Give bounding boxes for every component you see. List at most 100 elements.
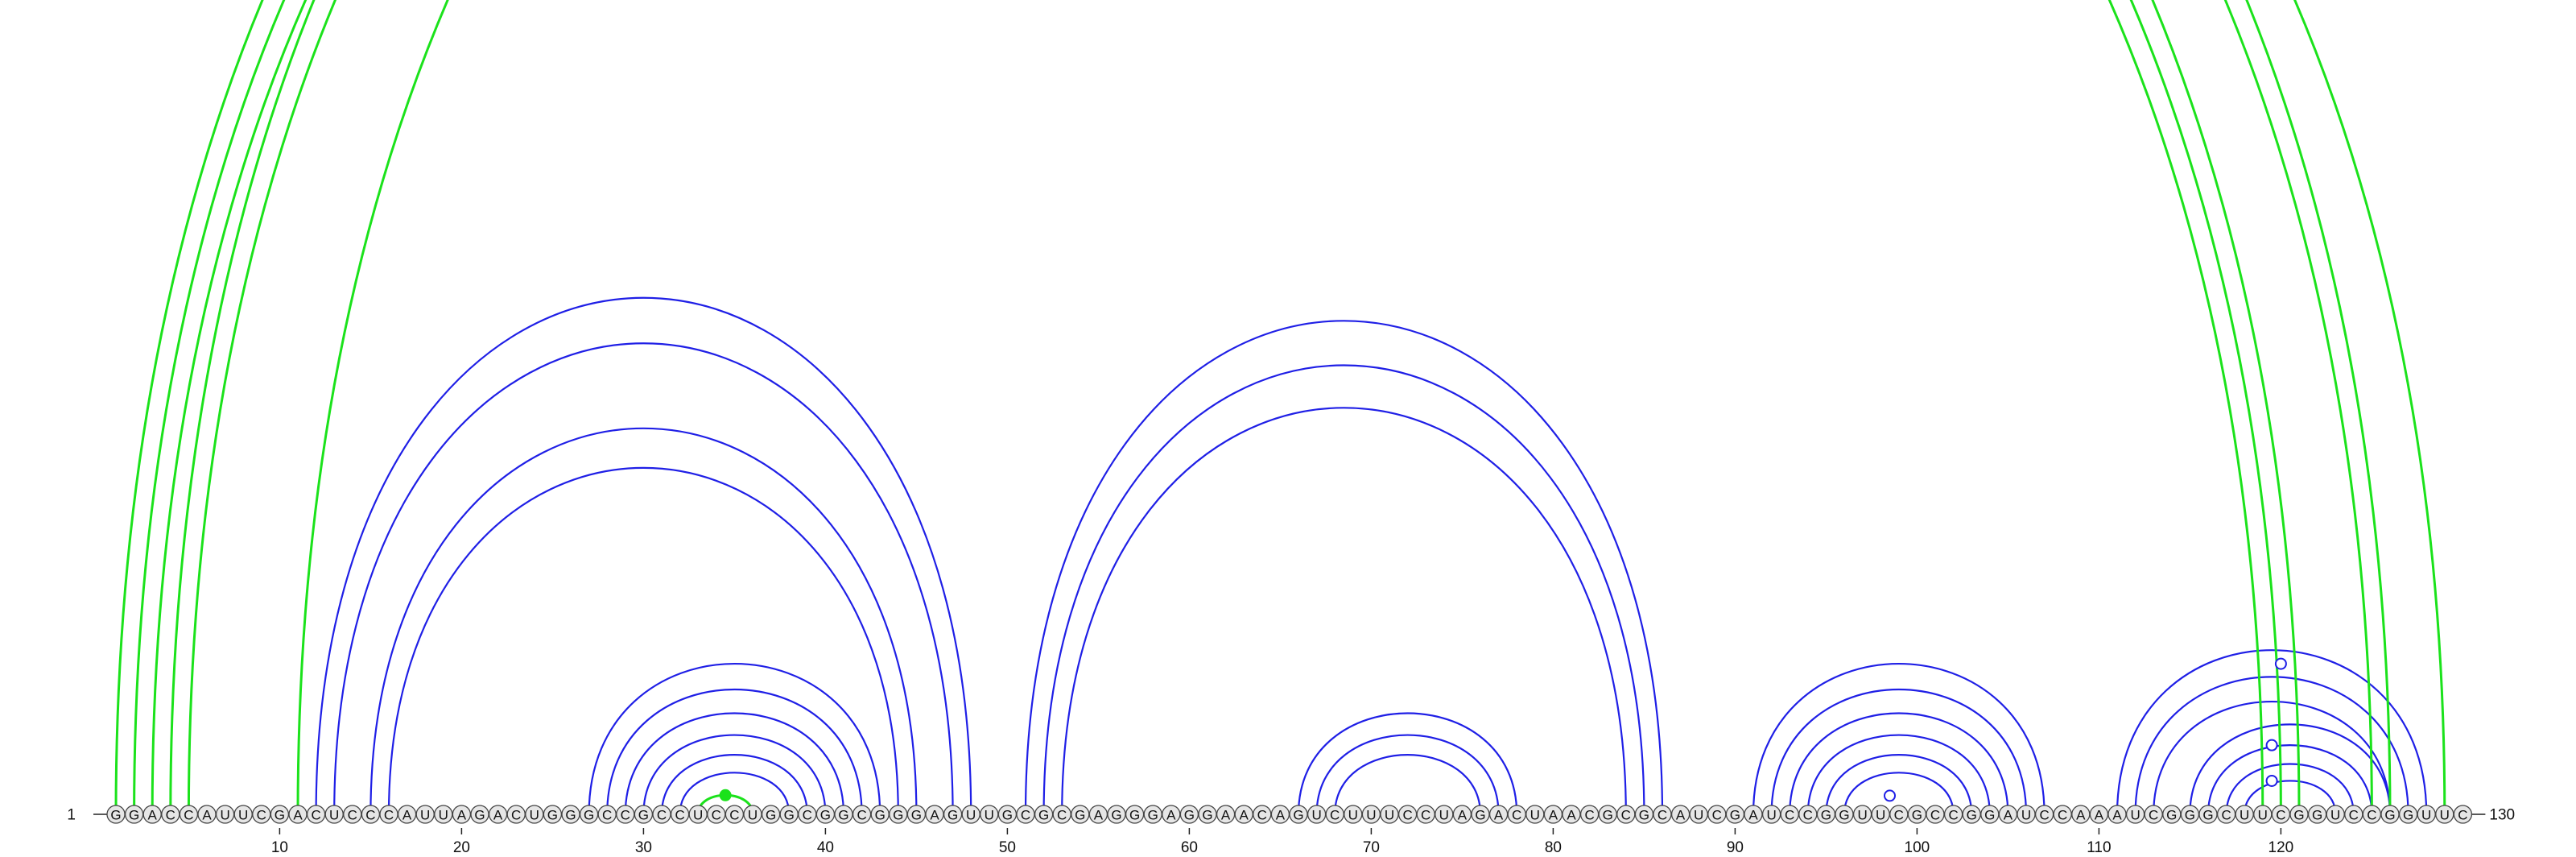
nucleotide-letter: A <box>493 808 503 823</box>
nucleotide-letter: U <box>2130 808 2140 823</box>
nucleotide-letter: C <box>675 808 684 823</box>
nucleotide-letter: U <box>329 808 339 823</box>
nucleotide-letter: G <box>1839 808 1849 823</box>
arc-markers <box>719 657 2287 802</box>
nucleotide-letter: U <box>2258 808 2268 823</box>
nucleotide-letter: G <box>129 808 139 823</box>
nucleotide-letter: G <box>565 808 576 823</box>
nucleotide-letter: U <box>966 808 976 823</box>
nucleotide-letter: G <box>275 808 285 823</box>
nucleotide-letter: U <box>2421 808 2431 823</box>
pair-marker-icon <box>719 789 732 801</box>
blue-pair-arc <box>1297 712 1518 815</box>
nucleotide-letter: C <box>311 808 320 823</box>
nucleotide-letter: C <box>1257 808 1267 823</box>
nucleotide-letter: G <box>1075 808 1085 823</box>
blue-pair-arc <box>2116 649 2428 815</box>
nucleotide-letter: G <box>911 808 922 823</box>
blue-pair-arc <box>606 688 863 815</box>
nucleotide-letter: U <box>1876 808 1885 823</box>
nucleotide-letter: G <box>1148 808 1158 823</box>
nucleotide-letter: A <box>148 808 158 823</box>
nucleotide-letter: C <box>1021 808 1030 823</box>
nucleotide-letter: A <box>1221 808 1231 823</box>
nucleotide-letter: G <box>2293 808 2304 823</box>
nucleotide-letter: G <box>474 808 485 823</box>
nucleotide-letter: U <box>1385 808 1394 823</box>
nucleotide-letter: U <box>1366 808 1376 823</box>
nucleotide-letter: G <box>2384 808 2395 823</box>
nucleotide-letter: C <box>2349 808 2359 823</box>
nucleotide-letter: A <box>2112 808 2122 823</box>
nucleotide-letter: A <box>1094 808 1104 823</box>
nucleotide-letter: C <box>2149 808 2158 823</box>
nucleotide-letter: C <box>511 808 521 823</box>
nucleotide-letter: A <box>1240 808 1249 823</box>
nucleotide-letter: U <box>2240 808 2249 823</box>
pair-marker-icon <box>2265 739 2278 751</box>
position-axis: 10 20 30 40 50 60 70 80 90 100 110 120 <box>271 828 2293 856</box>
blue-pair-arc <box>642 734 827 815</box>
nucleotide-letter: A <box>293 808 303 823</box>
nucleotide-letter: U <box>1311 808 1321 823</box>
nucleotide-circle <box>2453 805 2473 824</box>
blue-pair-arc <box>624 712 845 815</box>
nucleotide-letter: C <box>1712 808 1722 823</box>
blue-pair-arc <box>333 342 954 815</box>
nucleotide-letter: C <box>857 808 866 823</box>
nucleotide-letter: C <box>2221 808 2231 823</box>
nucleotide-letter: U <box>530 808 539 823</box>
nucleotide-letter: A <box>1166 808 1176 823</box>
nucleotide-letter: U <box>1530 808 1540 823</box>
blue-pair-arc <box>1825 754 1973 815</box>
green-pair-arc <box>114 0 2301 815</box>
nucleotide-letter: C <box>1894 808 1904 823</box>
nucleotide-letter: C <box>657 808 667 823</box>
green-pair-arc <box>296 0 2446 815</box>
blue-pair-arc <box>1806 734 1991 815</box>
axis-tick-label: 110 <box>2087 839 2111 856</box>
nucleotide-letter: A <box>457 808 467 823</box>
nucleotide-letter: A <box>930 808 939 823</box>
nucleotide-letter: G <box>638 808 649 823</box>
nucleotide-letter: U <box>693 808 703 823</box>
nucleotide-letter: G <box>875 808 886 823</box>
nucleotide-letter: A <box>402 808 412 823</box>
nucleotide-letter: G <box>1639 808 1649 823</box>
green-pair-arc <box>187 0 2373 815</box>
nucleotide-letter: G <box>893 808 903 823</box>
nucleotide-letter: G <box>2403 808 2413 823</box>
nucleotide-letter: C <box>365 808 375 823</box>
nucleotide-letter: G <box>1984 808 1995 823</box>
nucleotide-letter: U <box>2440 808 2450 823</box>
green-pair-arc <box>151 0 2264 815</box>
nucleotide-letter: C <box>1621 808 1631 823</box>
blue-pair-arc <box>315 296 972 815</box>
blue-pair-arc <box>1024 320 1664 815</box>
blue-pair-arc <box>2134 676 2409 815</box>
nucleotide-letter: G <box>2202 808 2213 823</box>
nucleotide-letter: A <box>2004 808 2013 823</box>
nucleotide-letter: C <box>1057 808 1067 823</box>
blue-pair-arc <box>660 754 808 815</box>
nucleotide-letter: C <box>1330 808 1340 823</box>
nucleotide-letter: G <box>1002 808 1013 823</box>
nucleotide-letter: G <box>1293 808 1303 823</box>
blue-pair-arc <box>588 662 881 815</box>
nucleotide-letter: G <box>584 808 594 823</box>
axis-tick-label: 90 <box>1727 839 1744 856</box>
base-pair-arcs <box>114 0 2446 815</box>
blue-pair-arc <box>1770 688 2028 815</box>
axis-tick-label: 70 <box>1363 839 1380 856</box>
axis-tick-label: 20 <box>453 839 470 856</box>
axis-tick-label: 40 <box>817 839 834 856</box>
nucleotide-letter: U <box>748 808 758 823</box>
blue-pair-arc <box>1789 712 2009 815</box>
nucleotide-letter: C <box>1948 808 1958 823</box>
nucleotide-letter: U <box>238 808 248 823</box>
blue-pair-arc <box>2189 723 2392 815</box>
nucleotide-letter: C <box>712 808 721 823</box>
blue-pair-arc <box>1042 364 1645 815</box>
nucleotide-letter: G <box>947 808 958 823</box>
